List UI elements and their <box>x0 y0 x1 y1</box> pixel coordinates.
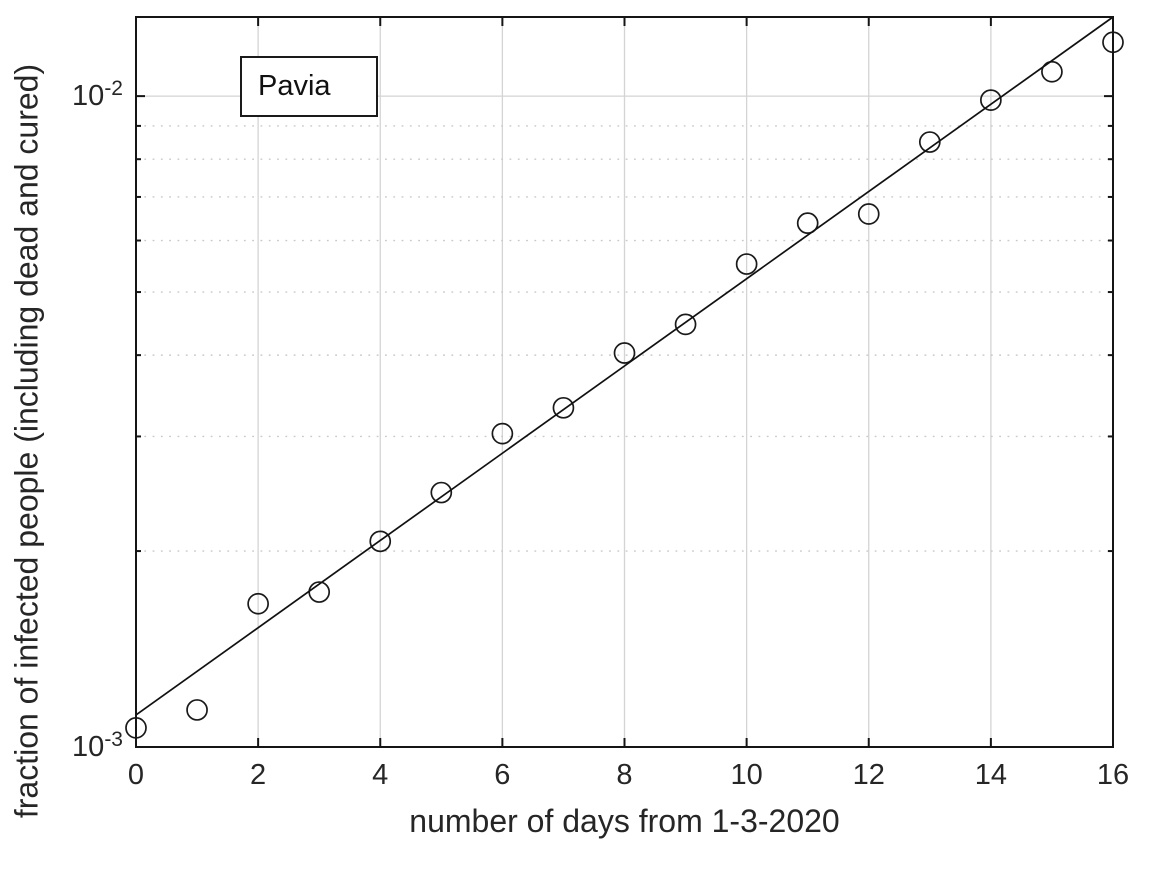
data-point-day-2 <box>247 592 269 615</box>
annotation-label: Pavia <box>258 70 331 102</box>
x-tick-label-12: 12 <box>852 759 885 791</box>
y-axis-label: fraction of infected people (including d… <box>8 63 45 819</box>
x-tick-label-8: 8 <box>616 759 633 791</box>
data-point-day-8 <box>613 342 636 364</box>
fit-line <box>135 16 1114 716</box>
data-point-day-1 <box>186 699 208 721</box>
x-tick-label-4: 4 <box>372 759 389 791</box>
y-tick-label-10e-3: 10-3 <box>72 728 123 763</box>
data-point-day-11 <box>796 212 819 235</box>
data-point-day-13 <box>918 131 941 153</box>
data-point-day-10 <box>735 253 758 275</box>
data-point-day-9 <box>674 313 697 336</box>
x-tick-label-10: 10 <box>730 759 763 791</box>
x-tick-label-14: 14 <box>974 759 1008 791</box>
x-tick-label-2: 2 <box>250 759 267 791</box>
data-point-day-12 <box>857 203 880 225</box>
data-point-day-14 <box>980 89 1002 111</box>
x-tick-label-0: 0 <box>127 759 145 791</box>
x-tick-label-6: 6 <box>494 759 511 791</box>
annotation-box: Pavia <box>240 56 378 117</box>
data-point-day-6 <box>491 422 514 445</box>
data-point-day-15 <box>1041 60 1063 83</box>
data-point-day-7 <box>552 396 575 419</box>
x-axis-label: number of days from 1-3-2020 <box>409 803 840 839</box>
data-point-day-5 <box>430 481 453 504</box>
y-tick-label-10e-2: 10-2 <box>72 77 123 113</box>
data-point-day-4 <box>369 530 392 553</box>
x-tick-label-16: 16 <box>1096 759 1130 791</box>
